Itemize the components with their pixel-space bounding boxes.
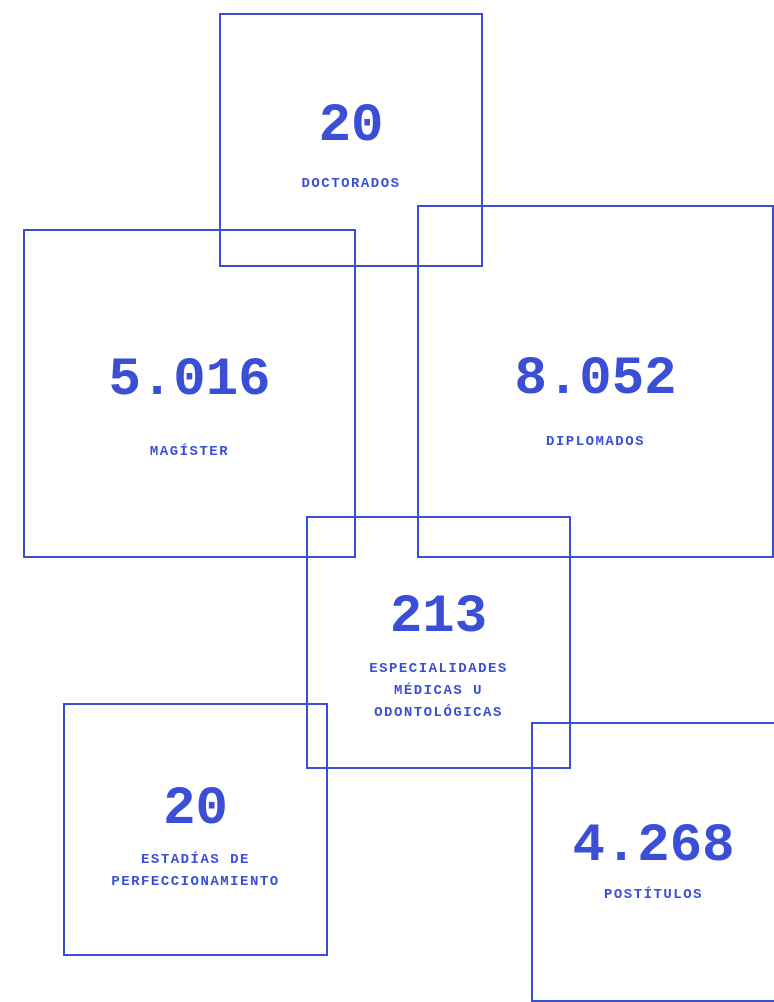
stat-number: 20 [318, 96, 384, 157]
stat-label: MAGÍSTER [25, 441, 354, 463]
stat-box: 213 ESPECIALIDADES MÉDICAS U ODONTOLÓGICAS [306, 516, 571, 769]
stat-number: 4.268 [572, 816, 735, 877]
stat-number: 20 [163, 779, 228, 840]
stat-label-line: ODONTOLÓGICAS [374, 705, 503, 721]
stat-label-line: MAGÍSTER [149, 444, 230, 460]
stat-label: ESTADÍAS DE PERFECCIONAMIENTO [65, 849, 326, 893]
stat-box: 4.268 POSTÍTULOS [531, 722, 774, 1002]
stat-box: 20 ESTADÍAS DE PERFECCIONAMIENTO [63, 703, 328, 956]
stat-label: DIPLOMADOS [419, 431, 772, 453]
stat-number: 213 [389, 587, 488, 648]
stat-label-line: MÉDICAS U [393, 683, 484, 699]
stat-label-line: DIPLOMADOS [545, 434, 645, 450]
stat-label-line: ESTADÍAS DE [141, 852, 250, 868]
stat-number: 5.016 [108, 350, 271, 411]
stat-label-line: PERFECCIONAMIENTO [111, 874, 280, 890]
stat-label-line: POSTÍTULOS [603, 887, 703, 903]
page: 20 DOCTORADOS 5.016 MAGÍSTER 8.052 DIPLOMADOS… [23, 13, 774, 1002]
stat-label: ESPECIALIDADES MÉDICAS U ODONTOLÓGICAS [308, 658, 569, 724]
stat-number: 8.052 [514, 349, 677, 410]
stat-label-line: ESPECIALIDADES [369, 661, 508, 677]
stat-label: POSTÍTULOS [533, 884, 774, 906]
stat-box: 8.052 DIPLOMADOS [417, 205, 774, 558]
stat-box: 5.016 MAGÍSTER [23, 229, 356, 558]
stat-label-line: DOCTORADOS [301, 176, 401, 192]
stat-label: DOCTORADOS [221, 173, 481, 195]
stat-box: 20 DOCTORADOS [219, 13, 483, 267]
